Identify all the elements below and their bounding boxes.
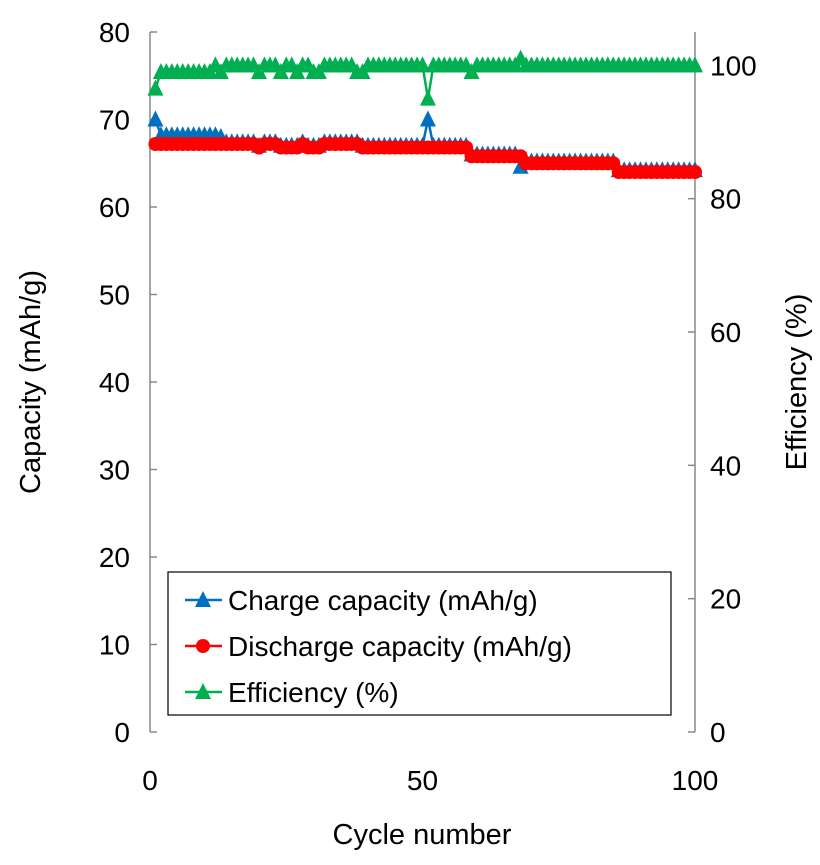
y-tick-label: 10 (99, 630, 130, 661)
y2-tick-label: 80 (710, 184, 741, 215)
legend-marker (195, 683, 211, 699)
y-tick-label: 80 (99, 17, 130, 48)
y2-tick-label: 20 (710, 584, 741, 615)
data-point (688, 165, 702, 179)
axes: 0 10 20 30 40 50 60 70 80 0 20 40 60 80 100 0 50 100 (99, 17, 757, 796)
y2-tick-label: 0 (710, 717, 726, 748)
x-tick-label: 100 (672, 765, 719, 796)
series-3 (147, 49, 703, 106)
y-tick-label: 20 (99, 542, 130, 573)
legend-label: Discharge capacity (mAh/g) (228, 631, 572, 662)
legend-marker (196, 639, 210, 653)
data-point (687, 56, 703, 73)
legend-label: Charge capacity (mAh/g) (228, 585, 538, 616)
legend-label: Efficiency (%) (228, 677, 399, 708)
data-point (147, 79, 164, 96)
y2-tick-label: 100 (710, 50, 757, 81)
y-tick-label: 40 (99, 367, 130, 398)
y-tick-label: 50 (99, 280, 130, 311)
y-tick-label: 70 (99, 105, 130, 136)
data-point (414, 56, 431, 73)
legend: Charge capacity (mAh/g) Discharge capacit… (167, 571, 672, 716)
legend-box (167, 571, 672, 716)
y-tick-label: 60 (99, 192, 130, 223)
y2-tick-label: 60 (710, 317, 741, 348)
x-tick-label: 0 (142, 765, 158, 796)
data-point (147, 110, 164, 127)
y2-tick-label: 40 (710, 450, 741, 481)
y-tick-label: 30 (99, 455, 130, 486)
data-point (419, 89, 436, 106)
series-2 (148, 137, 702, 179)
x-tick-label: 50 (407, 765, 438, 796)
plot-area (147, 49, 703, 179)
y2-axis-title: Efficiency (%) (781, 294, 813, 471)
legend-marker (195, 591, 211, 607)
x-axis-title: Cycle number (333, 819, 512, 851)
y-tick-label: 0 (114, 717, 130, 748)
y-axis-title: Capacity (mAh/g) (15, 270, 47, 494)
data-point (419, 110, 436, 127)
